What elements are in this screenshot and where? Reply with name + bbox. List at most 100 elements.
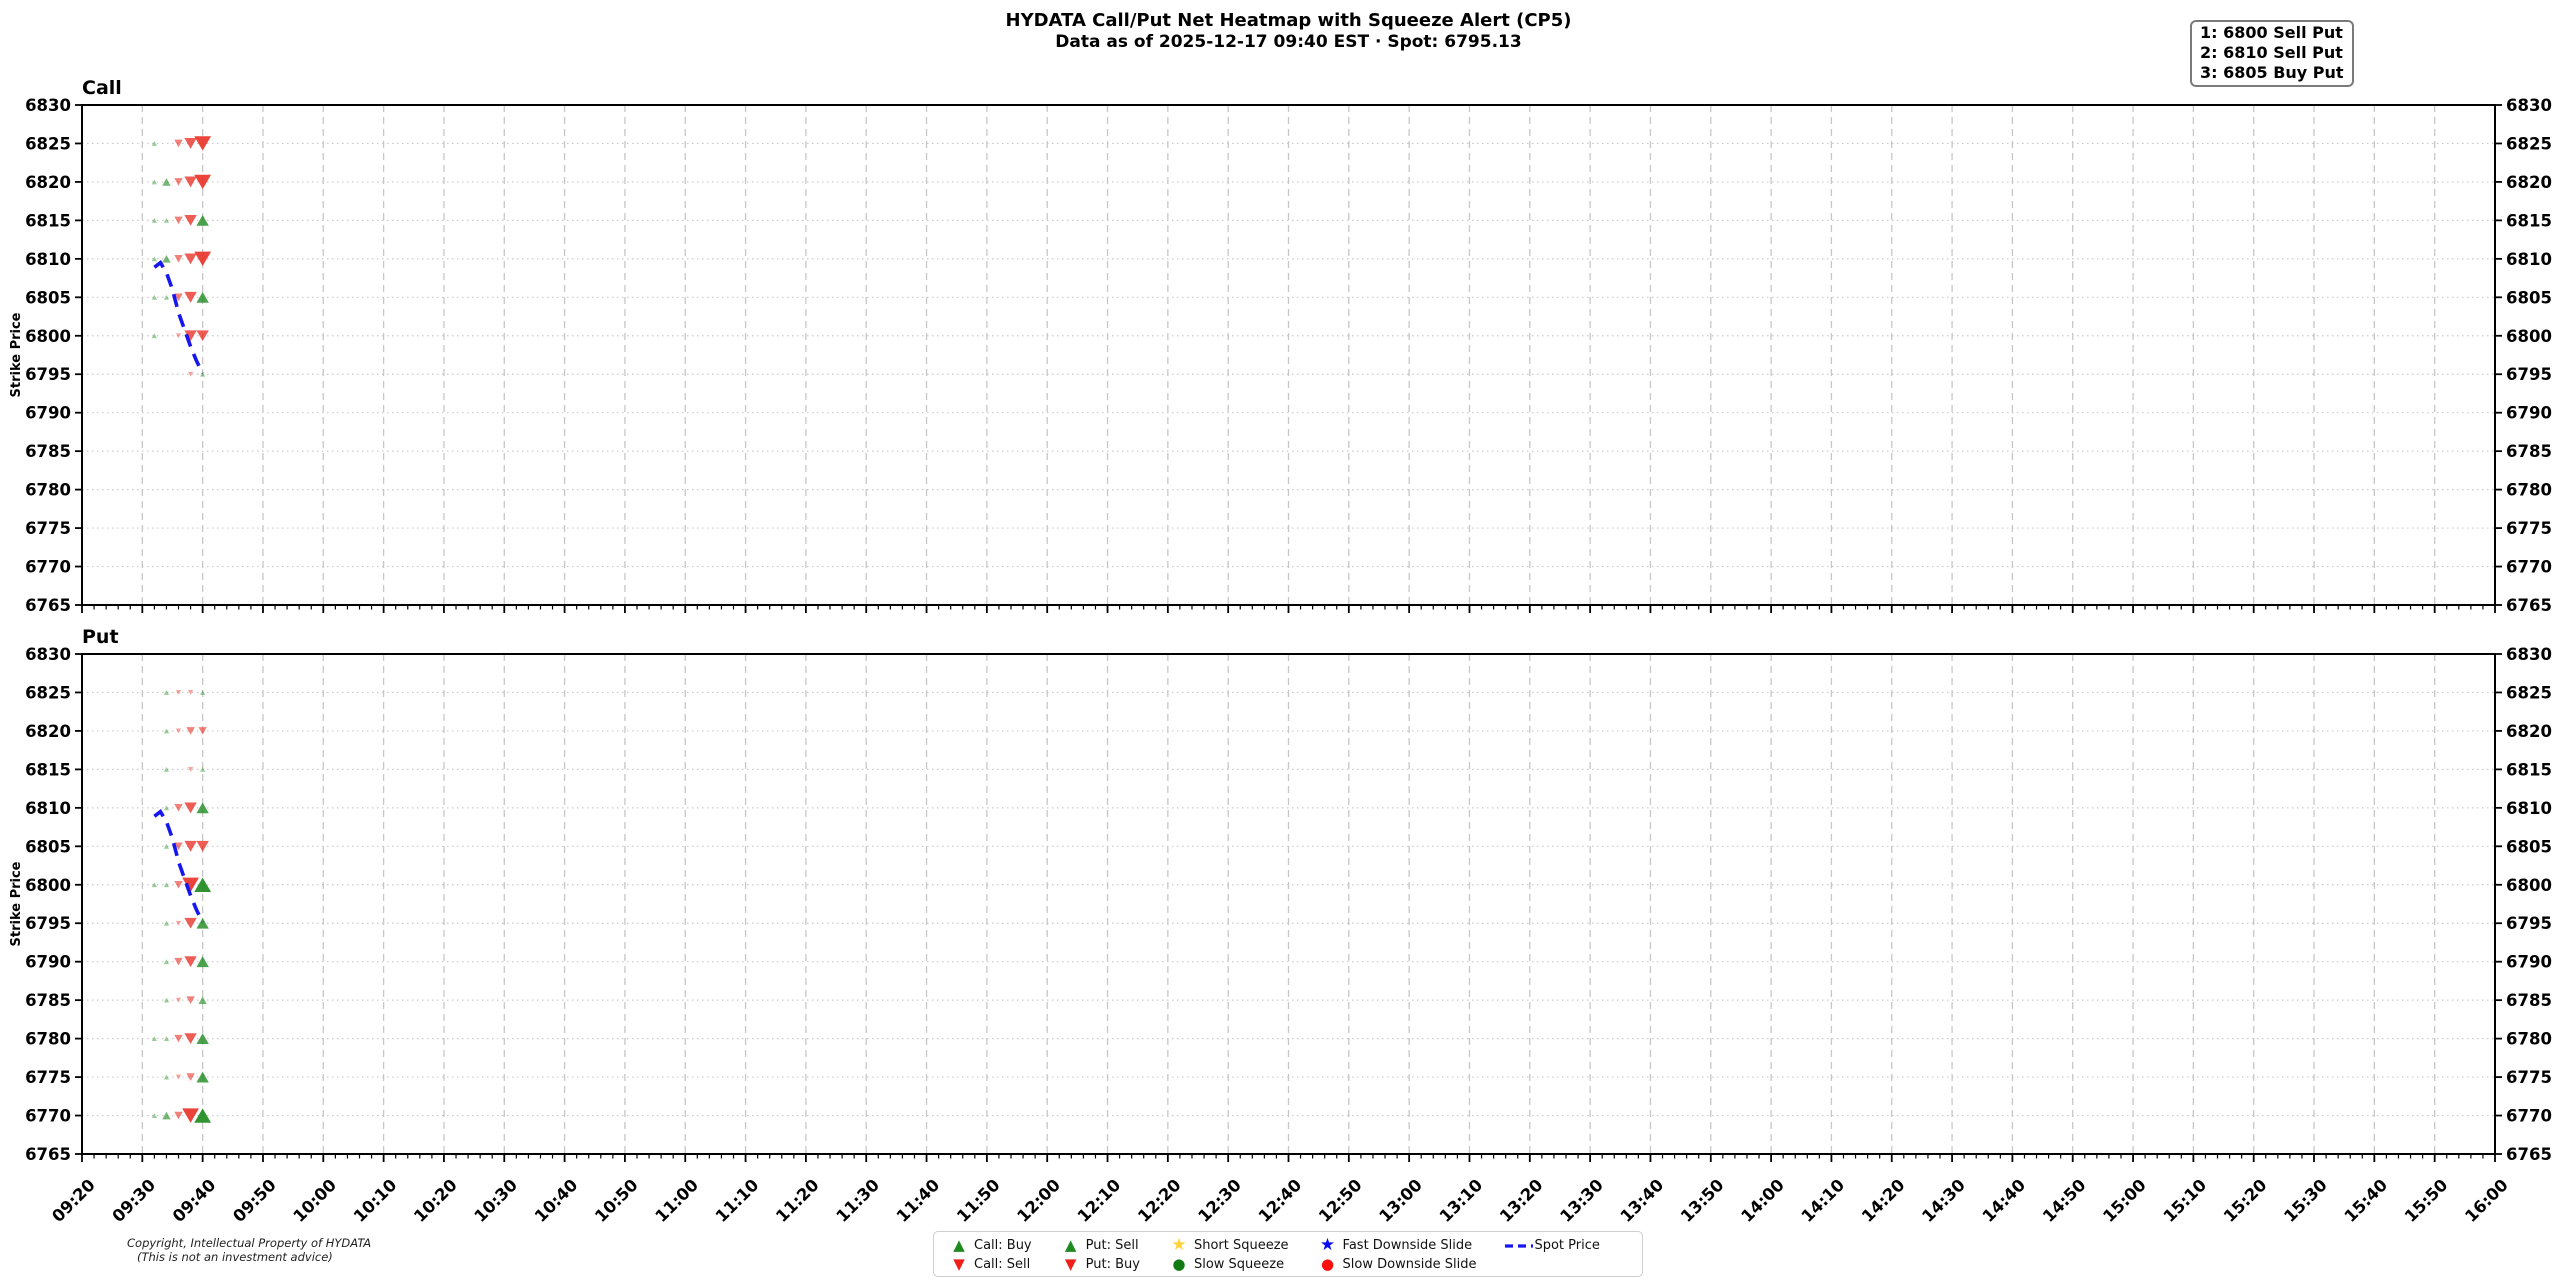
put-buy-marker [198, 727, 207, 735]
legend-item-put-buy: ▼ Put: Buy [1060, 1256, 1140, 1273]
call-sell-marker [184, 138, 197, 149]
call-sell-marker [184, 214, 197, 226]
put-sell-marker [200, 690, 206, 695]
put-buy-marker [175, 728, 182, 734]
x-tick-label: 15:30 [2280, 1175, 2331, 1226]
call-buy-marker [163, 294, 170, 300]
x-tick-label: 11:40 [893, 1175, 944, 1226]
legend-item-slow-squeeze: ● Slow Squeeze [1168, 1256, 1289, 1273]
call-buy-marker [151, 333, 157, 339]
call-sell-marker [194, 136, 212, 151]
triangle-down-icon: ▼ [953, 1255, 965, 1273]
header: HYDATA Call/Put Net Heatmap with Squeeze… [82, 10, 2495, 53]
series-call-buy [151, 141, 209, 377]
legend-label: Call: Buy [974, 1238, 1032, 1253]
call-buy-marker [163, 217, 170, 223]
legend-label: Slow Downside Slide [1342, 1257, 1477, 1272]
call-buy-marker [151, 141, 157, 146]
put-buy-marker [186, 1073, 195, 1081]
legend-column-spot: Spot Price [1504, 1237, 1600, 1254]
put-buy-marker [174, 1111, 183, 1120]
x-tick-label: 11:20 [772, 1175, 823, 1226]
x-tick-label: 11:50 [953, 1175, 1004, 1226]
put-sell-marker [196, 802, 209, 814]
put-buy-marker [175, 997, 182, 1003]
legend-label: Fast Downside Slide [1342, 1238, 1473, 1253]
put-buy-marker [175, 690, 182, 695]
x-tick-label: 15:50 [2401, 1175, 2452, 1226]
y-tick-label-right: 6815 [2506, 760, 2552, 779]
annotation-line-1: 1: 6800 Sell Put [2200, 23, 2343, 42]
x-tick-label: 09:20 [48, 1175, 99, 1226]
put-buy-marker [184, 802, 197, 814]
y-axis-label: Strike Price [9, 861, 24, 946]
put-sell-marker [163, 766, 170, 772]
call-sell-marker [174, 293, 183, 302]
page-subtitle: Data as of 2025-12-17 09:40 EST · Spot: … [1055, 32, 1522, 52]
call-buy-marker [162, 255, 171, 263]
y-tick-label-left: 6790 [25, 953, 71, 972]
put-sell-marker [196, 956, 209, 968]
spot-price-line [153, 809, 205, 924]
put-sell-marker [151, 1036, 157, 1042]
call-sell-marker [187, 371, 194, 377]
call-sell-marker [174, 139, 183, 148]
y-tick-label-left: 6785 [25, 442, 71, 461]
call-buy-marker [151, 256, 157, 262]
x-tick-label: 10:40 [531, 1175, 582, 1226]
y-tick-label-left: 6825 [25, 683, 71, 702]
call-sell-marker [184, 330, 197, 342]
y-tick-label-left: 6805 [25, 837, 71, 856]
legend-label: Call: Sell [974, 1257, 1031, 1272]
y-tick-label-left: 6795 [25, 365, 71, 384]
y-tick-label-right: 6785 [2506, 442, 2552, 461]
call-sell-marker [174, 255, 183, 263]
legend-label: Slow Squeeze [1193, 1257, 1285, 1272]
y-tick-label-right: 6820 [2506, 722, 2552, 741]
legend-label: Spot Price [1534, 1238, 1600, 1253]
y-tick-label-right: 6790 [2506, 953, 2552, 972]
put-sell-marker [196, 1033, 209, 1045]
y-tick-label-left: 6810 [25, 799, 71, 818]
y-tick-label-right: 6780 [2506, 1030, 2552, 1049]
x-tick-label: 14:20 [1858, 1175, 1909, 1226]
y-tick-label-left: 6800 [25, 327, 71, 346]
y-tick-label-left: 6775 [25, 519, 71, 538]
star-icon: ★ [1319, 1235, 1336, 1255]
y-tick-label-left: 6765 [25, 596, 71, 615]
call-sell-marker [175, 333, 182, 339]
y-tick-label-right: 6815 [2506, 211, 2552, 230]
copyright-note: Copyright, Intellectual Property of HYDA… [127, 1236, 371, 1264]
x-tick-label: 10:00 [290, 1175, 341, 1226]
y-tick-label-left: 6770 [25, 558, 71, 577]
y-tick-label-right: 6800 [2506, 876, 2552, 895]
call-sell-marker [184, 291, 197, 303]
x-tick-label: 12:40 [1255, 1175, 1306, 1226]
y-tick-label-right: 6795 [2506, 365, 2552, 384]
y-tick-label-left: 6770 [25, 1107, 71, 1126]
put-subplot: 6765 6765 6770 6770 6775 6775 6780 6780 6785 6785… [9, 626, 2552, 1226]
x-tick-label: 15:10 [2160, 1175, 2211, 1226]
y-tick-label-left: 6765 [25, 1145, 71, 1164]
put-buy-marker [184, 956, 197, 968]
x-tick-label: 14:40 [1979, 1175, 2030, 1226]
put-sell-marker [196, 1071, 209, 1083]
legend-column-slide: ★ Fast Downside Slide ● Slow Downside Sl… [1317, 1237, 1477, 1273]
y-tick-label-left: 6780 [25, 1030, 71, 1049]
y-tick-label-left: 6785 [25, 991, 71, 1010]
y-tick-label-left: 6775 [25, 1068, 71, 1087]
put-buy-marker [184, 840, 197, 852]
put-sell-marker [200, 766, 206, 772]
put-buy-marker [187, 766, 194, 772]
circle-icon: ● [1172, 1255, 1186, 1273]
legend-column-put: ▲ Put: Sell ▼ Put: Buy [1060, 1237, 1140, 1273]
put-sell-marker [163, 843, 170, 849]
y-tick-label-right: 6820 [2506, 173, 2552, 192]
y-tick-label-right: 6775 [2506, 519, 2552, 538]
y-tick-label-right: 6795 [2506, 914, 2552, 933]
y-tick-label-left: 6830 [25, 96, 71, 115]
gridlines [81, 653, 2496, 1155]
put-buy-marker [182, 1108, 199, 1123]
gridlines [81, 104, 2496, 606]
